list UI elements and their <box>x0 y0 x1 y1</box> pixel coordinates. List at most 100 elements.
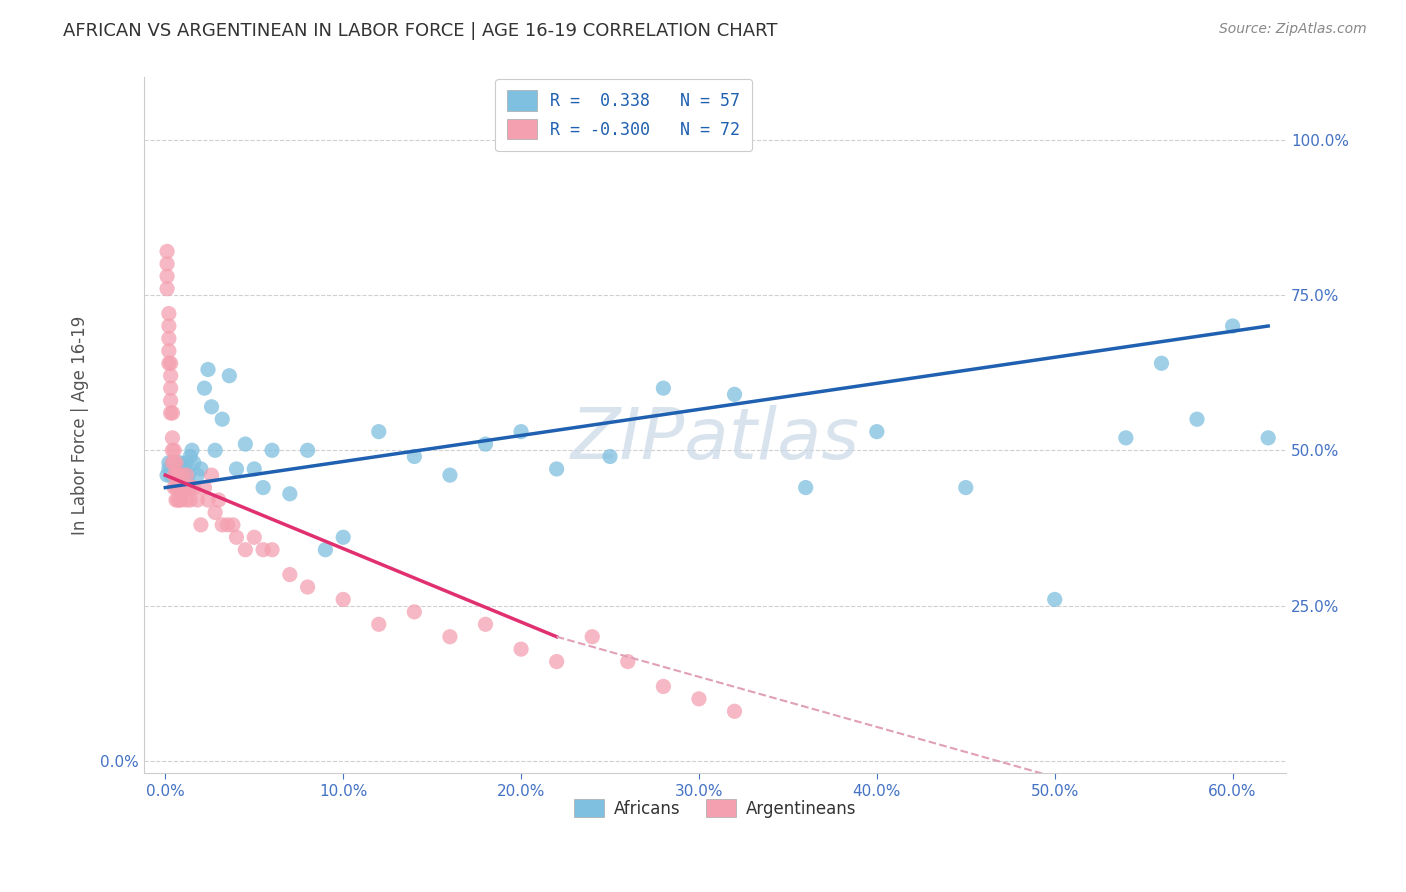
Point <box>197 362 219 376</box>
Point <box>163 443 186 458</box>
Point <box>179 493 201 508</box>
Point <box>208 493 231 508</box>
Y-axis label: In Labor Force | Age 16-19: In Labor Force | Age 16-19 <box>72 316 89 535</box>
Point <box>260 542 283 557</box>
Point <box>617 655 640 669</box>
Point <box>235 437 257 451</box>
Point <box>211 517 233 532</box>
Point <box>204 505 226 519</box>
Point <box>169 468 191 483</box>
Point <box>157 331 180 345</box>
Point <box>546 655 568 669</box>
Point <box>172 468 194 483</box>
Point <box>165 462 187 476</box>
Point <box>222 517 245 532</box>
Point <box>157 456 180 470</box>
Point <box>510 642 533 657</box>
Point <box>1185 412 1208 426</box>
Point <box>332 592 354 607</box>
Point <box>170 481 193 495</box>
Point <box>156 257 179 271</box>
Point <box>367 617 389 632</box>
Point <box>165 481 187 495</box>
Point <box>225 462 247 476</box>
Point <box>243 462 266 476</box>
Point <box>166 493 188 508</box>
Point <box>688 691 710 706</box>
Point <box>186 468 208 483</box>
Point <box>165 456 187 470</box>
Point <box>200 468 222 483</box>
Point <box>197 493 219 508</box>
Point <box>190 517 212 532</box>
Point <box>652 680 675 694</box>
Point <box>1043 592 1066 607</box>
Point <box>794 481 817 495</box>
Point <box>183 481 205 495</box>
Text: AFRICAN VS ARGENTINEAN IN LABOR FORCE | AGE 16-19 CORRELATION CHART: AFRICAN VS ARGENTINEAN IN LABOR FORCE | … <box>63 22 778 40</box>
Point <box>159 468 181 483</box>
Point <box>157 462 180 476</box>
Point <box>599 450 621 464</box>
Point <box>163 481 186 495</box>
Point <box>211 412 233 426</box>
Point <box>1150 356 1173 370</box>
Point <box>1222 318 1244 333</box>
Point <box>225 530 247 544</box>
Point <box>581 630 603 644</box>
Point <box>179 450 201 464</box>
Point <box>546 462 568 476</box>
Point <box>723 387 745 401</box>
Point <box>439 468 461 483</box>
Legend: Africans, Argentineans: Africans, Argentineans <box>567 793 863 824</box>
Point <box>162 431 184 445</box>
Point <box>176 456 198 470</box>
Point <box>510 425 533 439</box>
Point <box>297 580 319 594</box>
Point <box>156 468 179 483</box>
Point <box>278 487 301 501</box>
Point <box>235 542 257 557</box>
Point <box>474 617 496 632</box>
Text: ZIPatlas: ZIPatlas <box>571 405 859 474</box>
Point <box>157 343 180 358</box>
Point <box>169 493 191 508</box>
Point <box>159 368 181 383</box>
Point <box>170 493 193 508</box>
Point <box>190 462 212 476</box>
Point <box>172 462 194 476</box>
Point <box>157 307 180 321</box>
Point <box>166 481 188 495</box>
Point <box>218 368 240 383</box>
Point <box>166 468 188 483</box>
Point <box>297 443 319 458</box>
Point <box>173 462 195 476</box>
Point <box>172 481 194 495</box>
Text: Source: ZipAtlas.com: Source: ZipAtlas.com <box>1219 22 1367 37</box>
Point <box>166 462 188 476</box>
Point <box>260 443 283 458</box>
Point <box>183 456 205 470</box>
Point <box>723 704 745 718</box>
Point <box>162 406 184 420</box>
Point <box>163 468 186 483</box>
Point <box>163 456 186 470</box>
Point <box>176 468 198 483</box>
Point <box>165 468 187 483</box>
Point <box>404 605 426 619</box>
Point <box>159 356 181 370</box>
Point <box>955 481 977 495</box>
Point <box>156 244 179 259</box>
Point <box>166 468 188 483</box>
Point <box>169 456 191 470</box>
Point <box>181 443 204 458</box>
Point <box>159 381 181 395</box>
Point <box>162 462 184 476</box>
Point <box>252 542 274 557</box>
Point <box>278 567 301 582</box>
Point <box>176 493 198 508</box>
Point <box>165 456 187 470</box>
Point <box>474 437 496 451</box>
Point <box>866 425 889 439</box>
Point <box>193 381 215 395</box>
